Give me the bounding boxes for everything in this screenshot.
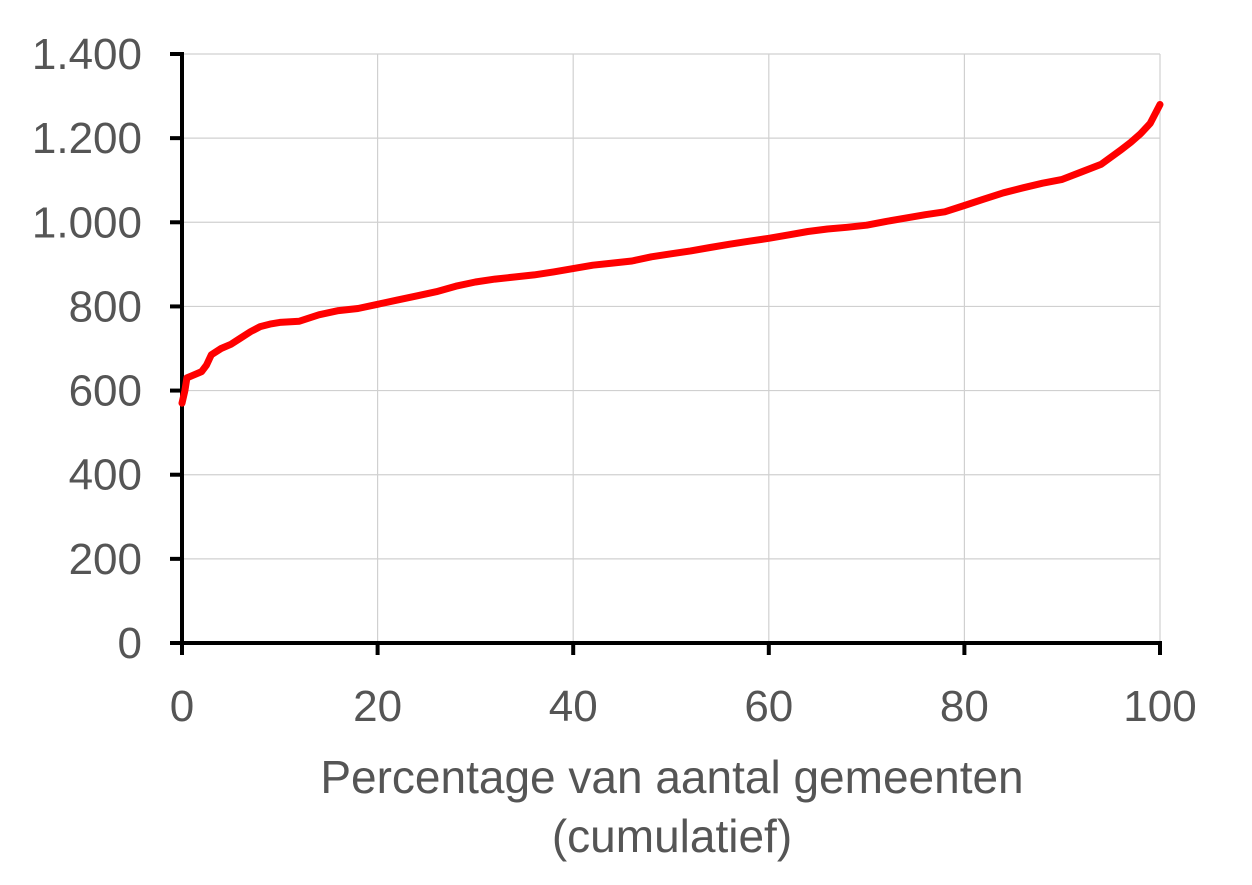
x-axis-title-line2: (cumulatief) <box>552 810 792 862</box>
x-tick-label: 20 <box>353 682 402 731</box>
x-axis-title-line1: Percentage van aantal gemeenten <box>320 751 1023 803</box>
series <box>178 101 1164 407</box>
y-tick-label: 200 <box>69 535 142 584</box>
y-tick-label: 1.200 <box>32 114 142 163</box>
y-tick-label: 800 <box>69 282 142 331</box>
x-tick-label: 60 <box>744 682 793 731</box>
x-tick-label: 40 <box>549 682 598 731</box>
y-tick-label: 600 <box>69 367 142 416</box>
y-tick-label: 400 <box>69 451 142 500</box>
series-line <box>178 101 1164 407</box>
x-tick-label: 100 <box>1123 682 1196 731</box>
y-tick-label: 1.400 <box>32 30 142 79</box>
axes <box>180 52 1162 645</box>
x-tick-label: 80 <box>940 682 989 731</box>
grid <box>182 53 1161 643</box>
y-tick-label: 1.000 <box>32 198 142 247</box>
ticks: 0 200 400 600 800 1.000 1.200 1.400 0 20 40 60 80 100 <box>32 30 1197 731</box>
x-tick-label: 0 <box>170 682 194 731</box>
y-tick-label: 0 <box>118 619 142 668</box>
